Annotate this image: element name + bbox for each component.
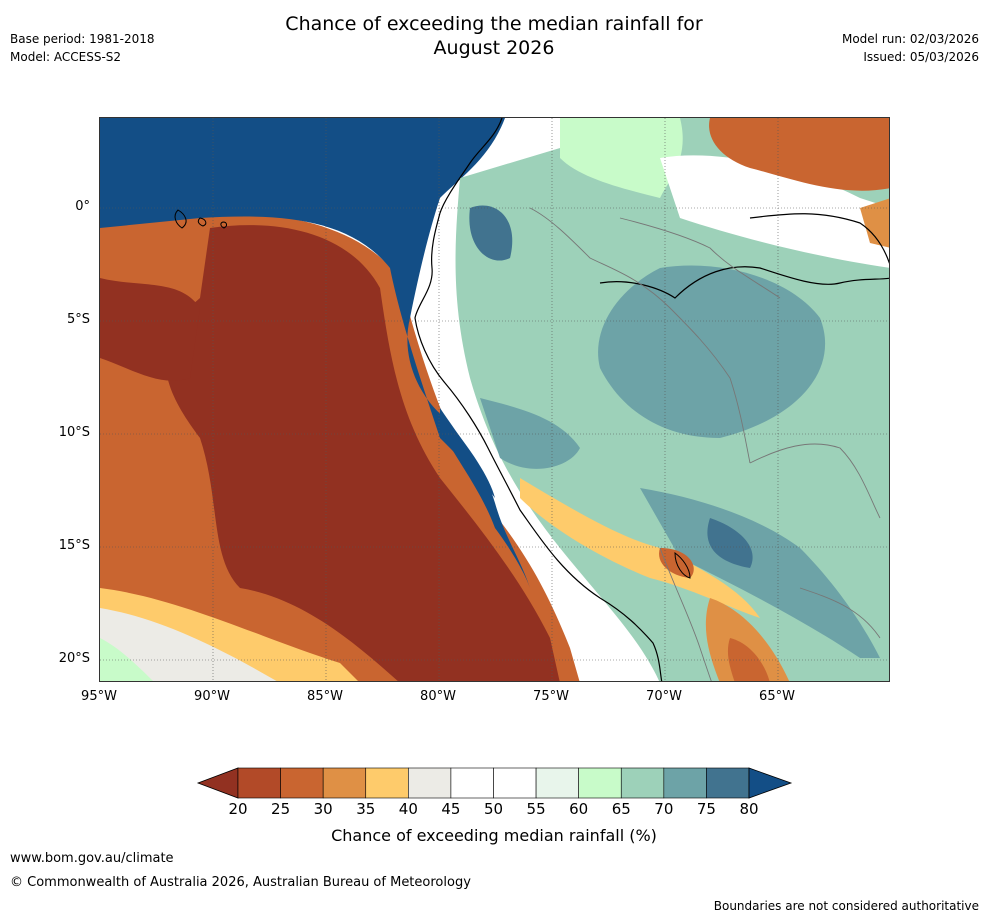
colorbar-tick-label: 40 [398, 800, 418, 818]
colorbar-tick-label: 30 [313, 800, 333, 818]
copyright-notice: © Commonwealth of Australia 2026, Austra… [10, 875, 471, 890]
land-white-patch [660, 155, 889, 268]
colorbar-bin [620, 767, 665, 799]
ocean-pale-band [100, 608, 277, 681]
land-pale-green [560, 118, 683, 198]
lon-tick-95w: 95°W [81, 689, 117, 704]
lat-tick-15s: 15°S [58, 538, 90, 553]
country-borders [529, 207, 881, 681]
lon-tick-75w: 75°W [533, 689, 569, 704]
colorbar-tick-label: 50 [483, 800, 504, 818]
colorbar-bin [706, 767, 750, 799]
disclaimer: Boundaries are not considered authoritat… [713, 899, 979, 913]
colorbar-bin [578, 767, 622, 799]
colorbar-bin [535, 767, 579, 799]
base-period: Base period: 1981-2018 [10, 32, 155, 46]
lon-tick-65w: 65°W [759, 689, 795, 704]
colorbar-tick-label: 80 [739, 800, 759, 818]
lake-titicaca [674, 552, 691, 579]
model-run: Model run: 02/03/2026 [841, 32, 979, 46]
rainfall-map [99, 117, 890, 682]
lat-tick-20s: 20°S [58, 651, 90, 666]
amazon-river [599, 266, 889, 299]
coastline [414, 118, 663, 681]
land-blue-patch [707, 518, 753, 568]
colorbar-tick-label: 35 [356, 800, 376, 818]
colorbar-bin [493, 767, 537, 799]
lat-tick-10s: 10°S [58, 425, 90, 440]
ocean-green-corner [100, 638, 153, 681]
colorbar-label: Chance of exceeding median rainfall (%) [331, 826, 657, 845]
colorbar-bin [237, 767, 281, 799]
land-teal-band-2 [480, 398, 580, 469]
ocean-wet-region [100, 118, 505, 498]
title-line-1: Chance of exceeding the median rainfall … [285, 13, 703, 35]
colorbar-bin [280, 767, 324, 799]
title-line-2: August 2026 [433, 37, 555, 59]
lon-tick-80w: 80°W [420, 689, 456, 704]
colorbar-tick-label: 75 [696, 800, 716, 818]
colorbar-bin [450, 767, 494, 799]
colorbar-tick-label: 45 [441, 800, 461, 818]
coastal-blue-strip [440, 408, 530, 588]
issued-date: Issued: 05/03/2026 [863, 50, 979, 64]
northern-coastline [749, 213, 889, 264]
colorbar-tick-label: 70 [654, 800, 674, 818]
colorbar-ticks: 20 25 30 35 40 45 50 55 60 65 70 75 80 [199, 800, 799, 822]
ocean-dark-core [165, 225, 560, 681]
lon-tick-70w: 70°W [646, 689, 682, 704]
se-dry-region [705, 598, 790, 681]
se-dark-patch [727, 638, 770, 681]
page-title: Chance of exceeding the median rainfall … [0, 12, 988, 60]
colorbar-tick-label: 25 [271, 800, 291, 818]
galapagos-islands [174, 209, 227, 229]
colorbar-under-arrow [196, 767, 239, 799]
colorbar-tick-label: 65 [611, 800, 631, 818]
website-link[interactable]: www.bom.gov.au/climate [10, 851, 174, 866]
lon-tick-90w: 90°W [194, 689, 230, 704]
land-teal-south [640, 488, 880, 658]
map-canvas [100, 118, 889, 681]
ocean-dark-core-2 [100, 278, 200, 381]
colorbar-tick-label: 60 [569, 800, 589, 818]
colorbar-over-arrow [748, 767, 793, 799]
lon-tick-85w: 85°W [307, 689, 343, 704]
colorbar-bin [365, 767, 409, 799]
colorbar-tick-label: 20 [228, 800, 248, 818]
ne-orange-edge [860, 198, 889, 248]
colorbar-bin [663, 767, 707, 799]
colorbar-bin [408, 767, 452, 799]
ne-dry-region [709, 118, 889, 191]
lat-tick-5s: 5°S [66, 312, 90, 327]
graticule [100, 118, 889, 681]
coastal-dry-band [520, 478, 760, 618]
land-teal-band [598, 265, 826, 438]
colorbar-bin [322, 767, 367, 799]
colorbar-tick-label: 55 [526, 800, 546, 818]
lat-tick-0: 0° [75, 199, 90, 214]
model-name: Model: ACCESS-S2 [10, 50, 122, 64]
land-blue-patch-2 [469, 205, 513, 261]
colorbar [196, 767, 793, 799]
